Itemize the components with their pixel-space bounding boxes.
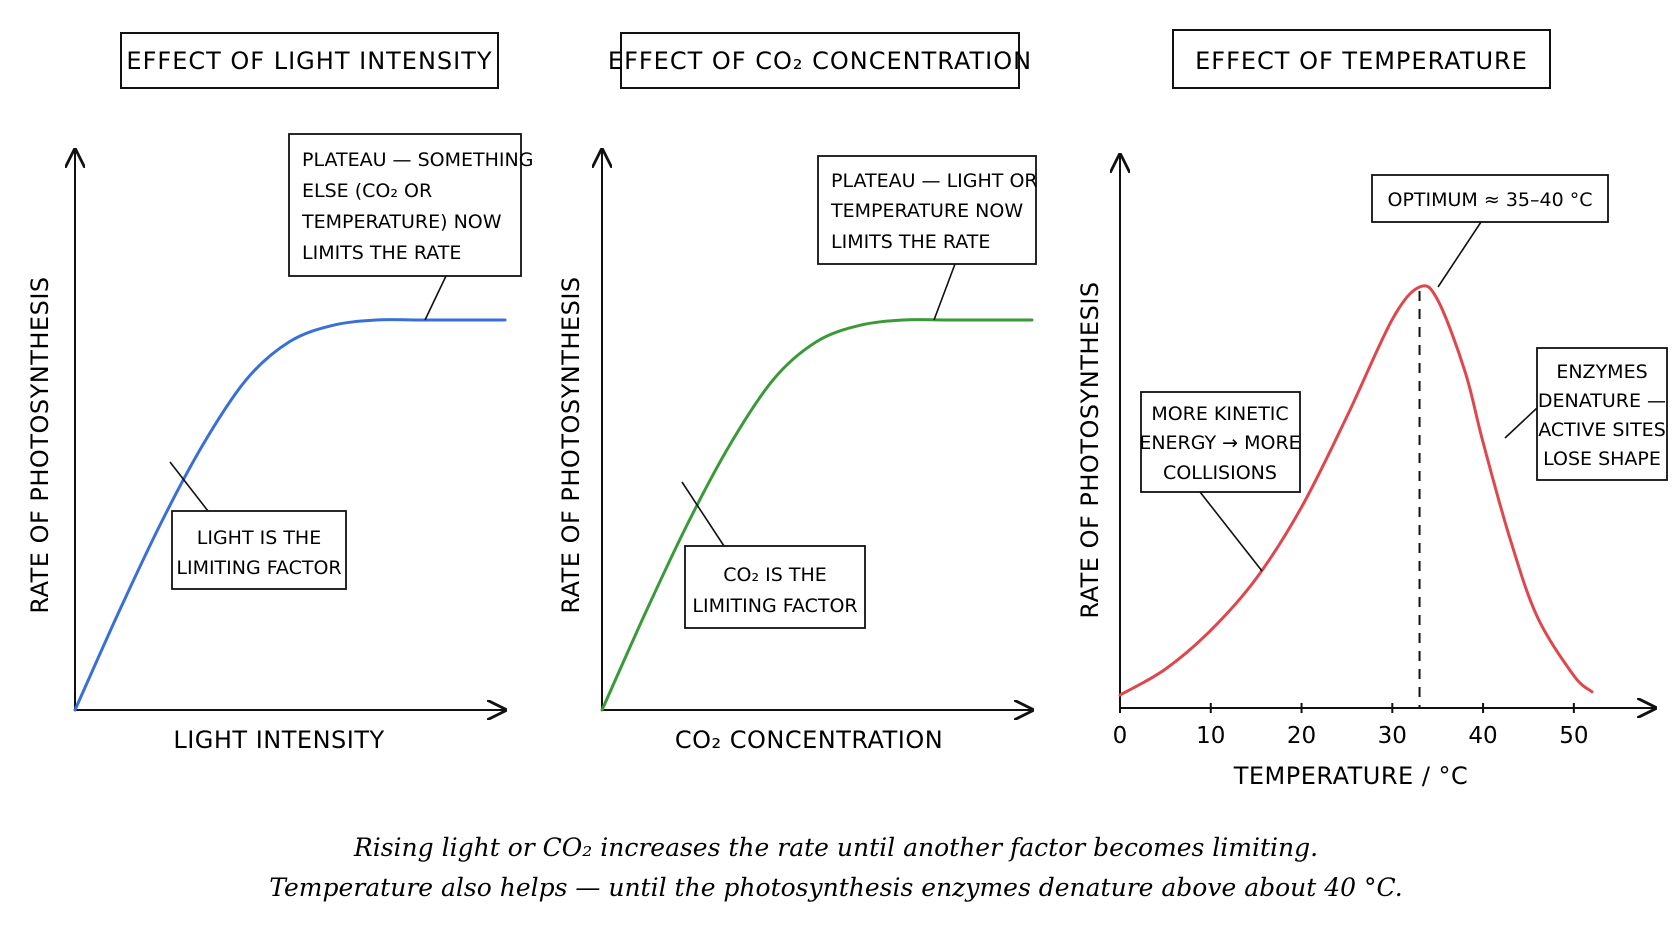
- chart-title-box: [1172, 29, 1551, 89]
- series-line: [600, 318, 1034, 712]
- annotation-text: PLATEAU — LIGHT OR: [831, 170, 1038, 192]
- chart-title-box: [120, 32, 499, 89]
- annotation-leader: [1199, 491, 1263, 572]
- x-axis-label: TEMPERATURE / °C: [1233, 762, 1469, 790]
- annotation-leader: [681, 481, 725, 547]
- annotation-leader: [1504, 407, 1538, 439]
- annotation-text: ENZYMES: [1556, 361, 1647, 383]
- y-axis-label: RATE OF PHOTOSYNTHESIS: [26, 276, 54, 613]
- annotation-text: ACTIVE SITES: [1538, 419, 1666, 441]
- series-line: [73, 318, 507, 712]
- x-tick-label: 50: [1559, 723, 1588, 749]
- annotation-leader: [1437, 221, 1482, 288]
- x-tick-label: 10: [1196, 723, 1225, 749]
- x-axis-label: LIGHT INTENSITY: [173, 726, 384, 754]
- annotation-leader: [424, 275, 447, 321]
- panel-temperature: EFFECT OF TEMPERATURE RATE OF PHOTOSYNTH…: [1076, 29, 1668, 790]
- panel-light-intensity: EFFECT OF LIGHT INTENSITY RATE OF PHOTOS…: [26, 32, 533, 754]
- x-ticks: 0 10 20 30 40 50: [1113, 703, 1588, 749]
- annotation-box: [684, 545, 866, 629]
- x-tick-label: 40: [1468, 723, 1497, 749]
- annotation-text: LIMITS THE RATE: [831, 231, 990, 253]
- annotation-leader: [169, 461, 209, 512]
- y-axis-label: RATE OF PHOTOSYNTHESIS: [557, 276, 585, 613]
- annotation-box: [288, 133, 522, 277]
- chart-title: EFFECT OF CO₂ CONCENTRATION: [608, 47, 1032, 75]
- annotation-text: TEMPERATURE NOW: [830, 200, 1023, 222]
- annotation-box: [1371, 174, 1609, 223]
- annotation-box: [1536, 347, 1668, 481]
- annotation-text: DENATURE —: [1538, 390, 1666, 412]
- chart-title-box: [620, 32, 1020, 89]
- annotation-text: LIMITING FACTOR: [176, 557, 341, 579]
- annotation-text: OPTIMUM ≈ 35–40 °C: [1388, 189, 1593, 211]
- annotation-leader: [933, 263, 956, 321]
- x-tick-label: 20: [1287, 723, 1316, 749]
- x-axis-label: CO₂ CONCENTRATION: [675, 726, 943, 754]
- panel-co2-concentration: EFFECT OF CO₂ CONCENTRATION RATE OF PHOT…: [557, 32, 1038, 754]
- caption-line-2: Temperature also helps — until the photo…: [269, 873, 1402, 902]
- caption-line-1: Rising light or CO₂ increases the rate u…: [353, 833, 1318, 862]
- annotation-text: LIMITS THE RATE: [302, 242, 461, 264]
- annotation-text: ENERGY → MORE: [1139, 432, 1300, 454]
- annotation-box: [1140, 391, 1301, 493]
- annotation-text: LIMITING FACTOR: [692, 595, 857, 617]
- annotation-text: CO₂ IS THE: [723, 564, 826, 586]
- x-tick-label: 30: [1378, 723, 1407, 749]
- annotation-text: COLLISIONS: [1163, 462, 1277, 484]
- annotation-text: LIGHT IS THE: [197, 527, 321, 549]
- chart-title: EFFECT OF LIGHT INTENSITY: [126, 47, 492, 75]
- annotation-box: [817, 155, 1037, 265]
- x-tick-label: 0: [1113, 723, 1128, 749]
- chart-title: EFFECT OF TEMPERATURE: [1195, 47, 1528, 75]
- y-axis-label: RATE OF PHOTOSYNTHESIS: [1076, 281, 1104, 618]
- annotation-text: MORE KINETIC: [1151, 403, 1288, 425]
- annotation-text: LOSE SHAPE: [1543, 448, 1661, 470]
- annotation-box: [171, 510, 347, 590]
- annotation-text: PLATEAU — SOMETHING: [302, 149, 533, 171]
- annotation-text: TEMPERATURE) NOW: [301, 211, 502, 233]
- series-line: [1118, 284, 1594, 697]
- annotation-text: ELSE (CO₂ OR: [302, 180, 432, 202]
